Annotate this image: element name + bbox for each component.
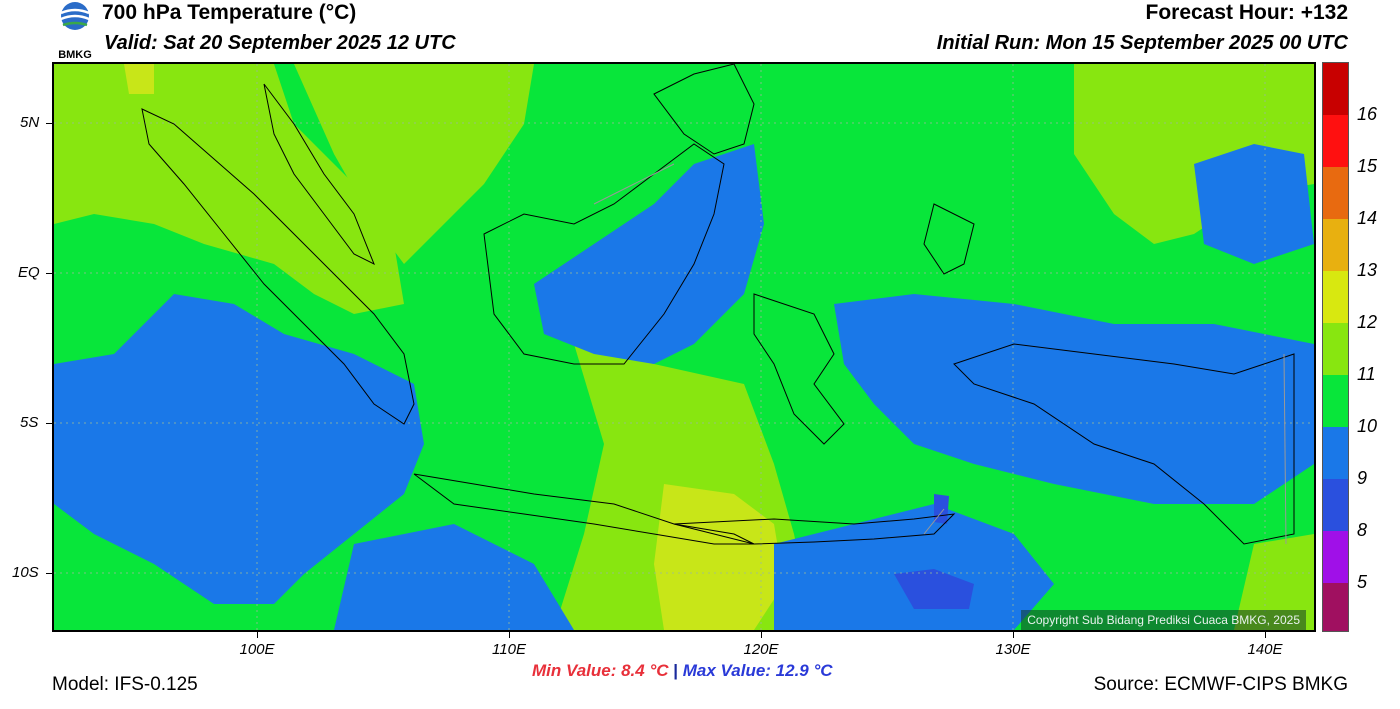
- valid-time: Valid: Sat 20 September 2025 12 UTC: [104, 32, 456, 54]
- colorbar-label: 13: [1357, 260, 1378, 280]
- colorbar-segment: [1323, 531, 1348, 583]
- field-12-west: [54, 64, 404, 314]
- colorbar-segment: [1323, 115, 1348, 167]
- lon-label-100e: 100E: [239, 641, 275, 658]
- lon-tick: [257, 632, 258, 638]
- colorbar-label: 16: [1357, 104, 1378, 124]
- field-12-east: [1074, 64, 1314, 244]
- bmkg-logo: BMKG: [58, 2, 92, 61]
- lat-tick: [46, 573, 52, 574]
- borders: [593, 163, 1287, 545]
- lat-label-eq: EQ: [18, 264, 40, 281]
- lat-tick: [46, 423, 52, 424]
- colorbar-segment: [1323, 583, 1348, 631]
- colorbar-label: 12: [1357, 312, 1378, 332]
- field-9-b: [934, 494, 949, 524]
- field-10-east: [834, 294, 1314, 504]
- lat-tick: [46, 273, 52, 274]
- logo-text: BMKG: [58, 49, 92, 61]
- colorbar-segment: [1323, 479, 1348, 531]
- field-10-ne: [1194, 144, 1314, 264]
- lon-tick: [509, 632, 510, 638]
- copyright-notice: Copyright Sub Bidang Prediksi Cuaca BMKG…: [1021, 610, 1306, 630]
- lon-tick: [761, 632, 762, 638]
- papua-coast: [953, 343, 1295, 545]
- colorbar-segment: [1323, 323, 1348, 375]
- lon-label-110e: 110E: [492, 641, 526, 658]
- colorbar-label: 14: [1357, 208, 1378, 228]
- lat-label-5s: 5S: [20, 414, 39, 431]
- field-10-se: [774, 504, 1054, 630]
- colorbar: [1322, 62, 1349, 632]
- colorbar-segment: [1323, 375, 1348, 427]
- value-separator: |: [673, 661, 679, 680]
- lon-tick: [1013, 632, 1014, 638]
- halmahera-coast: [923, 203, 975, 275]
- map-field: [54, 64, 1314, 630]
- colorbar-segment: [1323, 167, 1348, 219]
- colorbar-label: 8: [1357, 520, 1368, 540]
- colorbar-segment: [1323, 271, 1348, 323]
- nusa-coast: [673, 513, 956, 545]
- colorbar-segment: [1323, 219, 1348, 271]
- colorbar-label: 15: [1357, 156, 1378, 176]
- field-9-a: [894, 569, 974, 609]
- lon-label-120e: 120E: [743, 641, 779, 658]
- chart-title: 700 hPa Temperature (°C): [102, 1, 357, 24]
- field-10-sumatra: [54, 294, 424, 604]
- min-value: Min Value: 8.4 °C: [532, 661, 669, 680]
- field-10-borneo: [534, 144, 764, 364]
- min-max-values: Min Value: 8.4 °C | Max Value: 12.9 °C: [532, 661, 833, 681]
- field-13-nw: [124, 64, 154, 94]
- philippines-coast: [653, 64, 755, 155]
- colorbar-label: 10: [1357, 416, 1378, 436]
- lat-tick: [46, 123, 52, 124]
- lon-label-130e: 130E: [995, 641, 1031, 658]
- sumatra-coast: [141, 108, 415, 425]
- colorbar-label: 5: [1357, 572, 1368, 592]
- field-12-north: [294, 64, 534, 264]
- grid-lines: [54, 64, 1314, 630]
- colorbar-segment: [1323, 63, 1348, 115]
- coastlines: [141, 64, 1295, 545]
- temperature-map: Copyright Sub Bidang Prediksi Cuaca BMKG…: [52, 62, 1316, 632]
- field-10-sw: [334, 524, 574, 630]
- model-label: Model: IFS-0.125: [52, 674, 198, 695]
- forecast-hour: Forecast Hour: +132: [1145, 1, 1349, 24]
- colorbar-label: 11: [1357, 364, 1376, 384]
- colorbar-segment: [1323, 427, 1348, 479]
- field-12-se: [1234, 534, 1314, 630]
- max-value: Max Value: 12.9 °C: [682, 661, 833, 680]
- sulawesi-coast: [753, 293, 845, 445]
- borneo-coast: [483, 143, 725, 365]
- lon-label-140e: 140E: [1247, 641, 1283, 658]
- lon-tick: [1265, 632, 1266, 638]
- lat-label-5n: 5N: [20, 114, 40, 131]
- source-label: Source: ECMWF-CIPS BMKG: [1093, 674, 1348, 695]
- malay-coast: [263, 83, 375, 266]
- initial-run: Initial Run: Mon 15 September 2025 00 UT…: [936, 32, 1348, 54]
- colorbar-label: 9: [1357, 468, 1368, 488]
- lat-label-10s: 10S: [12, 564, 39, 581]
